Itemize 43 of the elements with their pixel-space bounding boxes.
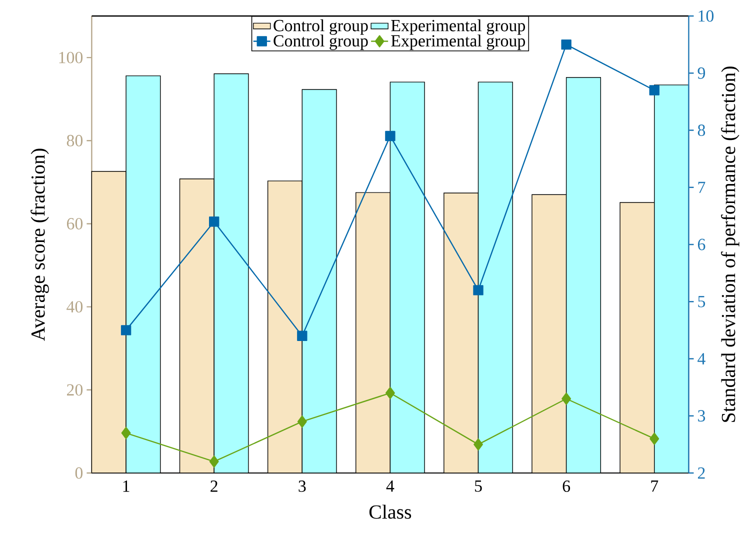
- x-tick-label: 6: [562, 480, 570, 492]
- y2-tick-label: 7: [698, 182, 706, 193]
- y-tick-label: 40: [66, 301, 83, 313]
- y2-tick-label: 6: [698, 238, 706, 250]
- point: [209, 455, 219, 468]
- point: [385, 386, 395, 400]
- y2-tick-label: 10: [698, 10, 714, 22]
- point: [473, 285, 484, 296]
- y-axis-title: Average score (fraction): [30, 148, 49, 341]
- y-tick-label: 0: [75, 467, 83, 479]
- point: [474, 438, 483, 451]
- x-tick-label: 4: [386, 480, 394, 492]
- y2-tick-label: 5: [698, 296, 706, 308]
- point: [209, 216, 220, 227]
- y2-tick-label: 8: [698, 124, 706, 136]
- point: [649, 85, 660, 96]
- x-tick-label: 1: [123, 480, 130, 492]
- x-tick-label: 7: [651, 480, 658, 492]
- point: [561, 39, 572, 50]
- y2-tick-label: 9: [698, 67, 706, 79]
- legend-label: Control group: [274, 34, 368, 50]
- x-axis-title: Class: [369, 504, 412, 519]
- point: [562, 392, 572, 405]
- y-tick-label: 80: [66, 134, 83, 146]
- x-tick-label: 2: [210, 480, 218, 492]
- y2-tick-label: 3: [698, 410, 706, 422]
- y2-axis-title: Standard deviation of performance (fraction): [721, 66, 740, 422]
- y-tick-label: 60: [66, 218, 83, 230]
- legend-label: Control group: [274, 19, 368, 35]
- x-tick-label: 5: [475, 480, 482, 492]
- point: [650, 432, 660, 445]
- point: [121, 426, 131, 440]
- point: [297, 415, 307, 428]
- point: [297, 330, 308, 341]
- x-tick-label: 3: [298, 480, 306, 492]
- y-tick-label: 100: [59, 52, 83, 64]
- point: [385, 130, 396, 142]
- point: [120, 325, 132, 336]
- legend-label: Experimental group: [391, 19, 526, 35]
- y-tick-label: 20: [66, 384, 83, 396]
- y2-tick-label: 4: [698, 353, 706, 364]
- y2-tick-label: 2: [698, 467, 705, 479]
- legend-label: Experimental group: [391, 34, 526, 50]
